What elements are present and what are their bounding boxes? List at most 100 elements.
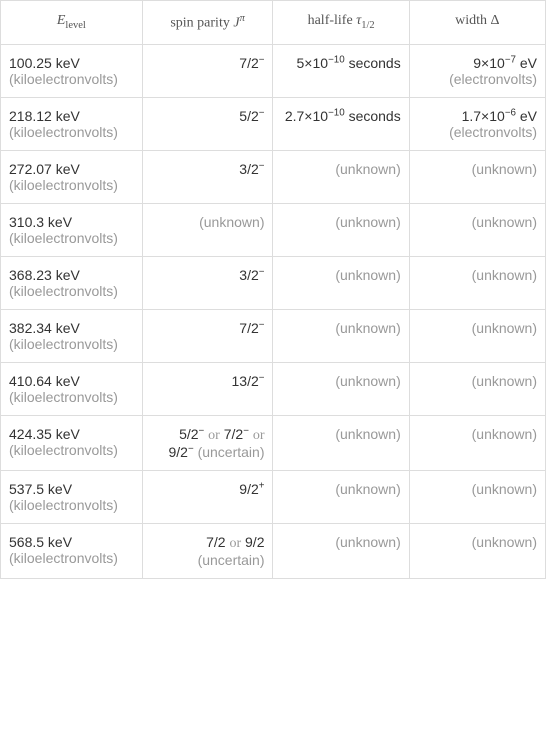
table-row: 310.3 keV (kiloelectronvolts) (unknown) (u… — [1, 203, 546, 256]
width-value: (unknown) — [472, 534, 537, 550]
spin-cell: 9/2+ — [142, 470, 273, 523]
width-value: (unknown) — [472, 214, 537, 230]
energy-unit: (kiloelectronvolts) — [9, 442, 118, 458]
energy-value: 100.25 keV — [9, 55, 80, 71]
energy-cell: 368.23 keV (kiloelectronvolts) — [1, 256, 143, 309]
width-cell: (unknown) — [409, 150, 545, 203]
halflife-cell: (unknown) — [273, 415, 409, 470]
energy-cell: 310.3 keV (kiloelectronvolts) — [1, 203, 143, 256]
table-row: 382.34 keV (kiloelectronvolts) 7/2− (unkno… — [1, 309, 546, 362]
halflife-cell: (unknown) — [273, 309, 409, 362]
energy-cell: 424.35 keV (kiloelectronvolts) — [1, 415, 143, 470]
energy-cell: 272.07 keV (kiloelectronvolts) — [1, 150, 143, 203]
spin-value: 13/2− — [232, 373, 265, 389]
spin-value: 9/2+ — [239, 481, 264, 497]
width-cell: (unknown) — [409, 256, 545, 309]
energy-cell: 568.5 keV (kiloelectronvolts) — [1, 523, 143, 578]
nuclear-levels-table: Elevel spin parity Jπ half-life τ1/2 wid… — [0, 0, 546, 579]
energy-cell: 218.12 keV (kiloelectronvolts) — [1, 97, 143, 150]
table-row: 368.23 keV (kiloelectronvolts) 3/2− (unkno… — [1, 256, 546, 309]
energy-value: 568.5 keV — [9, 534, 72, 550]
halflife-value: (unknown) — [335, 481, 400, 497]
spin-cell: (unknown) — [142, 203, 273, 256]
header-width: width Δ — [409, 1, 545, 45]
halflife-value: 2.7×10−10 seconds — [285, 108, 401, 124]
energy-cell: 537.5 keV (kiloelectronvolts) — [1, 470, 143, 523]
energy-unit: (kiloelectronvolts) — [9, 177, 118, 193]
width-value: (unknown) — [472, 161, 537, 177]
spin-value: 5/2− or 7/2− or 9/2− (uncertain) — [168, 426, 264, 460]
halflife-value: 5×10−10 seconds — [297, 55, 401, 71]
energy-unit: (kiloelectronvolts) — [9, 336, 118, 352]
halflife-cell: (unknown) — [273, 362, 409, 415]
spin-cell: 7/2 or 9/2 (uncertain) — [142, 523, 273, 578]
width-cell: (unknown) — [409, 415, 545, 470]
spin-value: 3/2− — [239, 267, 264, 283]
energy-value: 368.23 keV — [9, 267, 80, 283]
halflife-cell: (unknown) — [273, 203, 409, 256]
halflife-value: (unknown) — [335, 161, 400, 177]
spin-cell: 3/2− — [142, 256, 273, 309]
energy-unit: (kiloelectronvolts) — [9, 389, 118, 405]
table-row: 218.12 keV (kiloelectronvolts) 5/2− 2.7×10… — [1, 97, 546, 150]
width-cell: 1.7×10−6 eV (electronvolts) — [409, 97, 545, 150]
spin-cell: 5/2− or 7/2− or 9/2− (uncertain) — [142, 415, 273, 470]
energy-cell: 382.34 keV (kiloelectronvolts) — [1, 309, 143, 362]
width-value: (unknown) — [472, 426, 537, 442]
halflife-cell: (unknown) — [273, 150, 409, 203]
table-header-row: Elevel spin parity Jπ half-life τ1/2 wid… — [1, 1, 546, 45]
energy-value: 218.12 keV — [9, 108, 80, 124]
energy-cell: 410.64 keV (kiloelectronvolts) — [1, 362, 143, 415]
halflife-cell: (unknown) — [273, 256, 409, 309]
spin-cell: 13/2− — [142, 362, 273, 415]
spin-value: 5/2− — [239, 108, 264, 124]
halflife-value: (unknown) — [335, 320, 400, 336]
table-row: 100.25 keV (kiloelectronvolts) 7/2− 5×10−1… — [1, 44, 546, 97]
spin-value: 7/2− — [239, 320, 264, 336]
width-cell: (unknown) — [409, 362, 545, 415]
spin-cell: 7/2− — [142, 44, 273, 97]
width-unit: (electronvolts) — [449, 71, 537, 87]
energy-unit: (kiloelectronvolts) — [9, 497, 118, 513]
spin-value: 7/2− — [239, 55, 264, 71]
width-cell: (unknown) — [409, 523, 545, 578]
header-halflife: half-life τ1/2 — [273, 1, 409, 45]
energy-unit: (kiloelectronvolts) — [9, 550, 118, 566]
table-row: 424.35 keV (kiloelectronvolts) 5/2− or 7/… — [1, 415, 546, 470]
halflife-cell: (unknown) — [273, 470, 409, 523]
energy-unit: (kiloelectronvolts) — [9, 124, 118, 140]
halflife-cell: (unknown) — [273, 523, 409, 578]
spin-cell: 7/2− — [142, 309, 273, 362]
energy-cell: 100.25 keV (kiloelectronvolts) — [1, 44, 143, 97]
width-cell: (unknown) — [409, 470, 545, 523]
header-energy: Elevel — [1, 1, 143, 45]
spin-cell: 3/2− — [142, 150, 273, 203]
table-row: 410.64 keV (kiloelectronvolts) 13/2− (unkn… — [1, 362, 546, 415]
spin-value: (unknown) — [199, 214, 264, 230]
width-unit: (electronvolts) — [449, 124, 537, 140]
halflife-value: (unknown) — [335, 214, 400, 230]
width-value: 9×10−7 eV — [473, 55, 537, 71]
spin-value: 7/2 or 9/2 (uncertain) — [198, 534, 265, 568]
halflife-value: (unknown) — [335, 267, 400, 283]
width-value: (unknown) — [472, 267, 537, 283]
spin-value: 3/2− — [239, 161, 264, 177]
width-value: 1.7×10−6 eV — [462, 108, 537, 124]
width-cell: (unknown) — [409, 309, 545, 362]
table-row: 272.07 keV (kiloelectronvolts) 3/2− (unkno… — [1, 150, 546, 203]
energy-unit: (kiloelectronvolts) — [9, 71, 118, 87]
spin-cell: 5/2− — [142, 97, 273, 150]
energy-value: 382.34 keV — [9, 320, 80, 336]
halflife-value: (unknown) — [335, 373, 400, 389]
table-row: 568.5 keV (kiloelectronvolts) 7/2 or 9/2 … — [1, 523, 546, 578]
energy-value: 272.07 keV — [9, 161, 80, 177]
energy-value: 410.64 keV — [9, 373, 80, 389]
width-value: (unknown) — [472, 481, 537, 497]
energy-value: 537.5 keV — [9, 481, 72, 497]
table-body: 100.25 keV (kiloelectronvolts) 7/2− 5×10−1… — [1, 44, 546, 578]
energy-value: 310.3 keV — [9, 214, 72, 230]
halflife-value: (unknown) — [335, 426, 400, 442]
width-value: (unknown) — [472, 373, 537, 389]
width-cell: (unknown) — [409, 203, 545, 256]
width-cell: 9×10−7 eV (electronvolts) — [409, 44, 545, 97]
